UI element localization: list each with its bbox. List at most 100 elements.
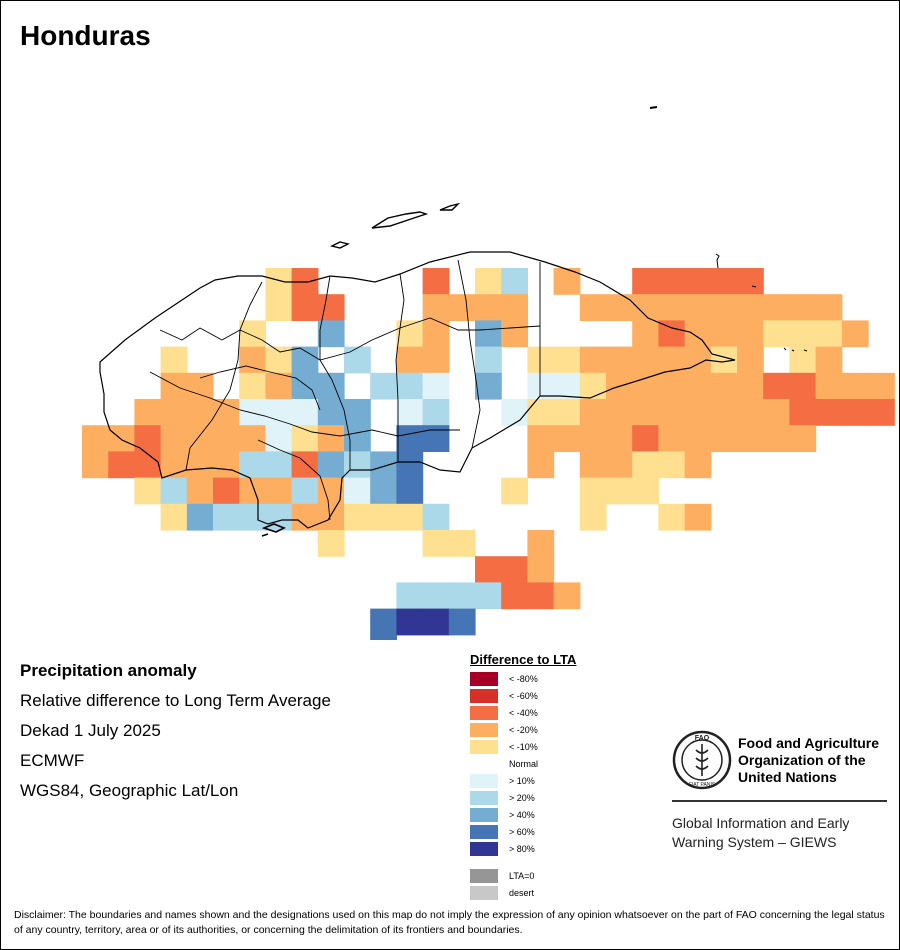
anomaly-cell [160, 372, 188, 400]
anomaly-cell [501, 477, 528, 505]
anomaly-cell [82, 451, 109, 479]
anomaly-cell [658, 372, 686, 400]
anomaly-cell [396, 425, 424, 452]
anomaly-cell [265, 451, 293, 479]
anomaly-cell [448, 530, 476, 557]
anomaly-cell [134, 451, 162, 479]
anomaly-cell [632, 320, 659, 348]
anomaly-cell [789, 320, 817, 348]
anomaly-cell [658, 451, 686, 479]
anomaly-cell [501, 556, 528, 583]
legend-label: LTA=0 [509, 871, 535, 881]
island-guanaja [439, 202, 461, 211]
anomaly-cell [213, 451, 240, 479]
anomaly-cell [553, 399, 581, 426]
anomaly-cell [108, 451, 135, 479]
legend-label: > 20% [509, 793, 535, 803]
anomaly-cell [291, 294, 319, 321]
anomaly-cell [841, 320, 869, 348]
anomaly-cell [606, 399, 633, 426]
anomaly-cell [815, 320, 843, 348]
gulf-islands [261, 523, 286, 537]
island-roatan [371, 211, 429, 229]
anomaly-cell [606, 425, 633, 452]
anomaly-cell [475, 346, 502, 374]
anomaly-cell [658, 320, 686, 348]
anomaly-cell [239, 503, 266, 531]
anomaly-cell [239, 451, 266, 479]
cay [783, 347, 808, 352]
anomaly-cell [868, 372, 895, 400]
anomaly-cell [291, 503, 319, 531]
anomaly-cell [370, 372, 397, 400]
anomaly-cell [658, 399, 686, 426]
giews-name: Global Information and Early Warning Sys… [672, 814, 849, 852]
legend-swatch [470, 791, 498, 805]
legend-swatch [470, 706, 498, 720]
org-name: Food and Agriculture Organization of the… [738, 735, 879, 786]
bay-islands [261, 106, 808, 537]
map-title: Honduras [20, 20, 151, 51]
legend-swatch [470, 740, 498, 754]
anomaly-cell [265, 477, 293, 505]
anomaly-cell [527, 556, 555, 583]
anomaly-cell [737, 294, 764, 321]
anomaly-cell [213, 425, 240, 452]
anomaly-cell [265, 399, 293, 426]
anomaly-cell [553, 582, 581, 610]
legend-item: > 80% [470, 842, 670, 856]
legend-item: > 20% [470, 791, 670, 805]
legend-label: > 40% [509, 810, 535, 820]
anomaly-cell [160, 425, 188, 452]
anomaly-cell [448, 294, 476, 321]
anomaly-cell [501, 294, 528, 321]
anomaly-cell [737, 268, 764, 295]
anomaly-cell [868, 399, 895, 426]
legend-label: > 10% [509, 776, 535, 786]
legend-item: < -40% [470, 706, 670, 720]
anomaly-cell [789, 372, 817, 400]
anomaly-cell [396, 477, 424, 505]
anomaly-cell [658, 294, 686, 321]
anomaly-cell [422, 425, 450, 452]
anomaly-cell [422, 582, 450, 610]
anomaly-cell [684, 425, 712, 452]
anomaly-cell [632, 399, 659, 426]
legend-item: LTA=0 [470, 869, 670, 883]
anomaly-cell [265, 294, 293, 321]
anomaly-cell [186, 399, 214, 426]
anomaly-cell [841, 399, 869, 426]
boundaries [99, 251, 736, 529]
anomaly-cell [265, 425, 293, 452]
org-name-line1: Food and Agriculture [738, 735, 880, 751]
anomaly-cell [763, 372, 790, 400]
anomaly-cell [579, 451, 607, 479]
department-boundary [319, 275, 351, 470]
anomaly-cell [317, 451, 345, 479]
legend-item: < -60% [470, 689, 670, 703]
anomaly-cell [370, 503, 397, 531]
anomaly-cell [789, 294, 817, 321]
anomaly-cell [737, 372, 764, 400]
anomaly-cell [579, 425, 607, 452]
island-utila [329, 241, 351, 249]
anomaly-cell [317, 399, 345, 426]
legend-label: < -40% [509, 708, 538, 718]
legend-swatch [470, 825, 498, 839]
anomaly-cell [501, 399, 528, 426]
anomaly-cell [579, 346, 607, 374]
anomaly-cell [632, 425, 659, 452]
anomaly-cell [527, 582, 555, 610]
anomaly-cell [475, 372, 502, 400]
anomaly-cell [737, 399, 764, 426]
legend-item: > 40% [470, 808, 670, 822]
anomaly-map [82, 106, 895, 640]
anomaly-cell [317, 320, 345, 348]
anomaly-cell [422, 268, 450, 295]
legend-label: desert [509, 888, 535, 898]
anomaly-cell [710, 372, 738, 400]
legend-label: Normal [509, 759, 539, 769]
legend-item: < -10% [470, 740, 670, 754]
anomaly-cell [239, 477, 266, 505]
anomaly-cell [291, 399, 319, 426]
